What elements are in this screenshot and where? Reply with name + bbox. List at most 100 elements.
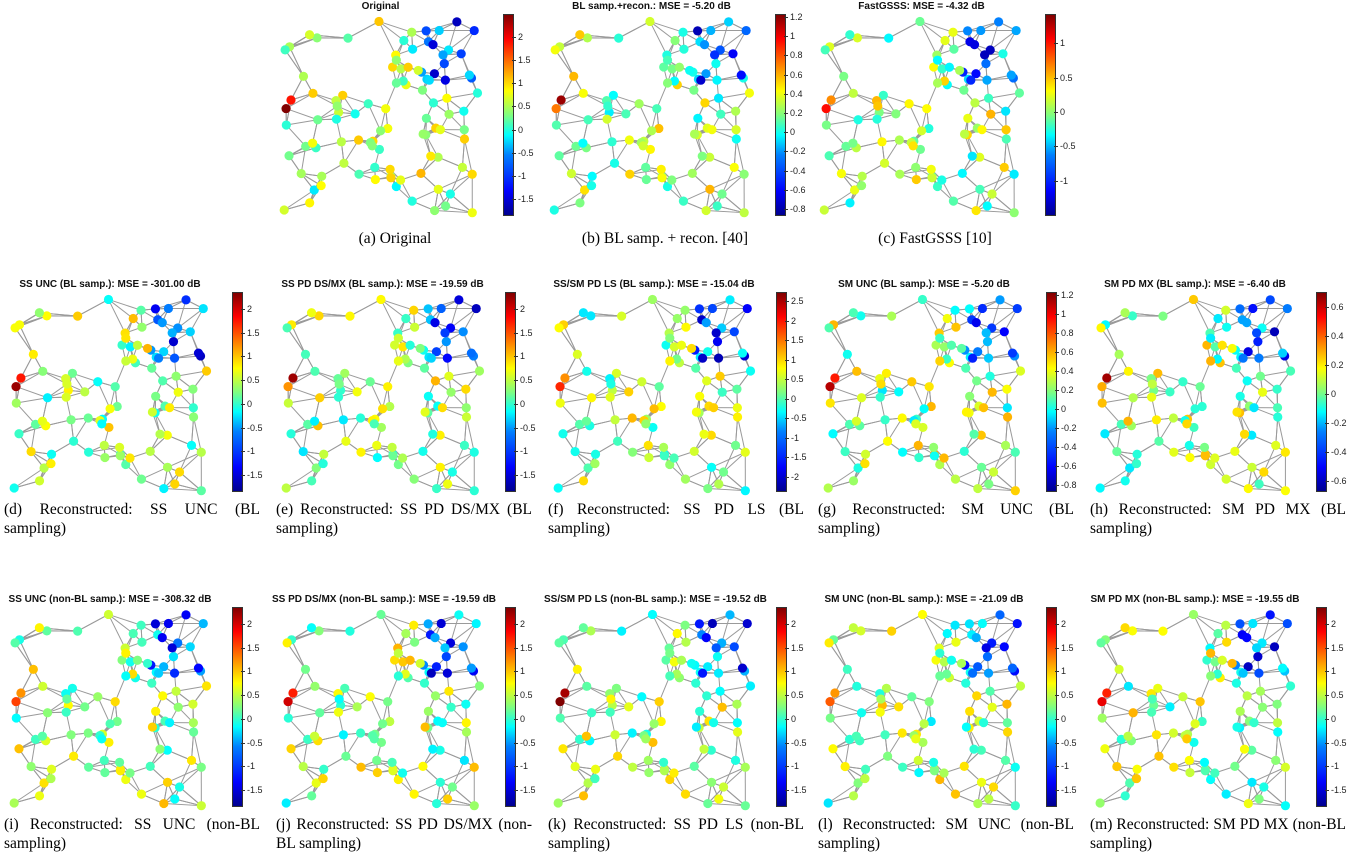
graph-node	[378, 404, 388, 414]
graph-edge	[192, 389, 195, 418]
graph-edge	[193, 416, 202, 453]
graph-node	[1165, 387, 1175, 397]
graph-node	[338, 415, 348, 425]
graph-node	[711, 59, 721, 69]
graph-node	[860, 449, 871, 459]
graph-node	[110, 382, 120, 392]
graph-edge	[369, 696, 384, 725]
graph-node	[99, 440, 109, 450]
graph-node	[418, 446, 428, 457]
graph-edge	[97, 696, 111, 725]
graph-node	[999, 162, 1009, 172]
graph-node	[961, 407, 972, 417]
colorbar-tick-label: 0.8	[1055, 328, 1074, 338]
graph-node	[281, 103, 291, 114]
colorbar-tick-label: 0.4	[1055, 366, 1074, 376]
graph-node	[987, 189, 997, 199]
graph-node	[1199, 442, 1210, 452]
graph-node	[879, 158, 890, 168]
graph-node	[969, 429, 979, 439]
graph-edge	[108, 298, 142, 311]
graph-node	[62, 379, 72, 389]
graph-node	[713, 93, 724, 103]
graph-signal-plot	[553, 294, 756, 496]
graph-node	[104, 422, 114, 433]
graph-edge	[735, 138, 745, 175]
graph-node	[115, 451, 125, 461]
colorbar-tick-label: -0.5	[514, 422, 536, 433]
graph-node	[718, 467, 729, 477]
graph-node	[1132, 449, 1142, 459]
graph-node	[1239, 429, 1250, 439]
graph-edge	[378, 21, 397, 56]
graph-node	[459, 440, 470, 450]
graph-node	[820, 45, 830, 55]
graph-node	[676, 340, 687, 350]
graph-node	[848, 88, 858, 98]
graph-edge	[718, 92, 750, 99]
graph-node	[610, 415, 620, 425]
graph-edge	[989, 370, 1021, 377]
graph-node	[125, 342, 135, 352]
graph-node	[662, 55, 673, 65]
graph-node	[173, 387, 183, 397]
graph-node	[590, 458, 600, 469]
graph-node	[574, 419, 585, 429]
colorbar-tick-label: 0.2	[1325, 360, 1344, 370]
graph-node	[163, 618, 174, 629]
graph-node	[587, 171, 597, 181]
graph-node	[643, 440, 653, 450]
graph-node	[839, 71, 849, 81]
graph-node	[728, 49, 738, 59]
graph-node	[881, 368, 892, 378]
graph-node	[312, 33, 322, 43]
graph-node	[607, 137, 617, 147]
graph-node	[9, 798, 19, 808]
graph-node	[672, 313, 682, 324]
graph-node	[1120, 308, 1130, 318]
graph-node	[420, 407, 430, 417]
graph-edge	[829, 402, 850, 425]
colorbar-tick-label: 1	[511, 78, 524, 89]
colorbar-tick-label: 0	[511, 124, 524, 135]
graph-node	[973, 483, 983, 494]
graph-node	[705, 152, 715, 162]
graph-node	[929, 451, 939, 461]
graph-edge	[387, 675, 399, 702]
graph-edge	[286, 119, 318, 126]
graph-node	[606, 379, 616, 389]
graph-node	[162, 777, 173, 787]
subfigure-caption: (d) Reconstructed: SS UNC (BL sampling)	[4, 501, 260, 537]
graph-node	[961, 363, 971, 373]
graph-node	[826, 95, 836, 105]
graph-node	[164, 403, 175, 413]
graph-edge	[163, 803, 202, 807]
graph-node	[421, 113, 431, 123]
graph-node	[1147, 379, 1157, 389]
graph-node	[744, 88, 755, 98]
colorbar-tick-label: -1.5	[512, 193, 534, 204]
graph-edge	[719, 370, 751, 377]
graph-node	[696, 75, 706, 85]
colorbar-tick-label: 2	[240, 619, 253, 629]
graph-node	[678, 27, 688, 37]
graph-node	[931, 340, 941, 350]
graph-node	[408, 44, 418, 54]
colorbar-tick-label: 0	[513, 398, 526, 409]
graph-node	[405, 340, 415, 350]
graph-node	[34, 791, 45, 801]
graph-node	[188, 412, 199, 422]
graph-node	[656, 401, 666, 412]
graph-node	[282, 323, 292, 333]
graph-edge	[735, 416, 739, 446]
graph-node	[117, 655, 127, 665]
graph-node	[28, 664, 38, 674]
graph-node	[174, 782, 185, 792]
colorbar-tick-label: 0	[1053, 106, 1066, 117]
graph-node	[304, 30, 315, 40]
graph-edge	[649, 21, 668, 56]
graph-node	[848, 476, 859, 486]
colorbar	[1316, 292, 1327, 492]
graph-edge	[1101, 402, 1122, 425]
graph-node	[11, 696, 21, 707]
